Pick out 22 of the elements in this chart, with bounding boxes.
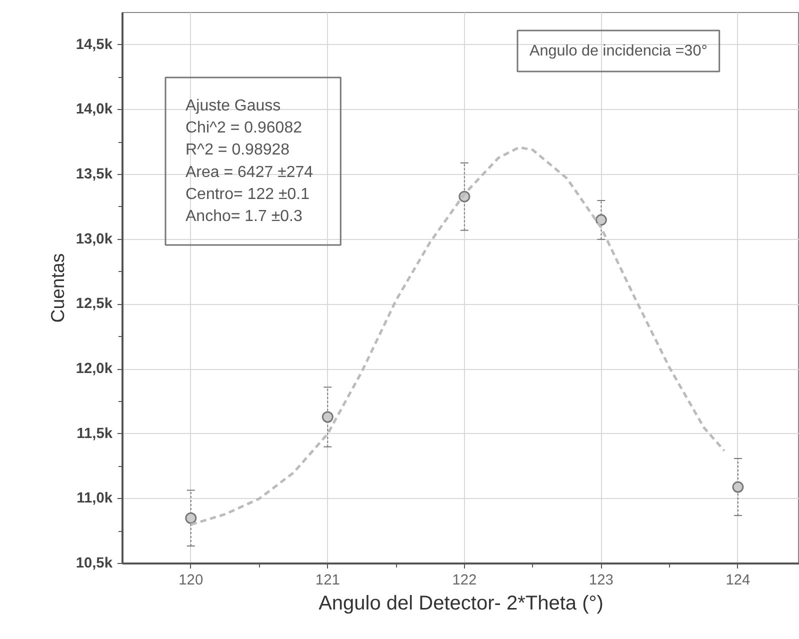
y-tick-label: 11,0k bbox=[76, 490, 114, 507]
annotation: Ajuste Gauss Chi^2 = 0.96082 R^2 = 0.98928 Area = 6427 ±274 Centro= 122 ±0.1 Ancho= 1.7 ±0.3 bbox=[186, 98, 314, 225]
point bbox=[322, 411, 334, 423]
y-tick-label: 13,5k bbox=[76, 166, 114, 183]
annotation: Angulo de incidencia =30° bbox=[530, 42, 708, 60]
x-tick-label: 121 bbox=[315, 572, 340, 588]
y-axis-title: Cuentas bbox=[46, 253, 68, 323]
y-tick-label: 14,5k bbox=[76, 36, 114, 53]
x-tick-label: 123 bbox=[588, 572, 614, 588]
point bbox=[595, 214, 607, 226]
point bbox=[732, 481, 744, 493]
y-tick-label: 14,0k bbox=[76, 102, 114, 118]
y-tick-label: 13,0k bbox=[76, 231, 114, 248]
y-tick-label: 11,5k bbox=[76, 426, 114, 442]
x-tick-label: 122 bbox=[452, 572, 477, 588]
point bbox=[185, 512, 197, 524]
y-tick-label: 10,5k bbox=[76, 556, 114, 572]
y-tick-label: 12,5k bbox=[76, 296, 114, 312]
x-tick-label: 120 bbox=[178, 572, 204, 588]
x-tick-label: 124 bbox=[726, 572, 750, 588]
y-tick-label: 12,0k bbox=[76, 361, 114, 378]
x-axis-title: Angulo del Detector- 2*Theta (°) bbox=[318, 592, 604, 614]
